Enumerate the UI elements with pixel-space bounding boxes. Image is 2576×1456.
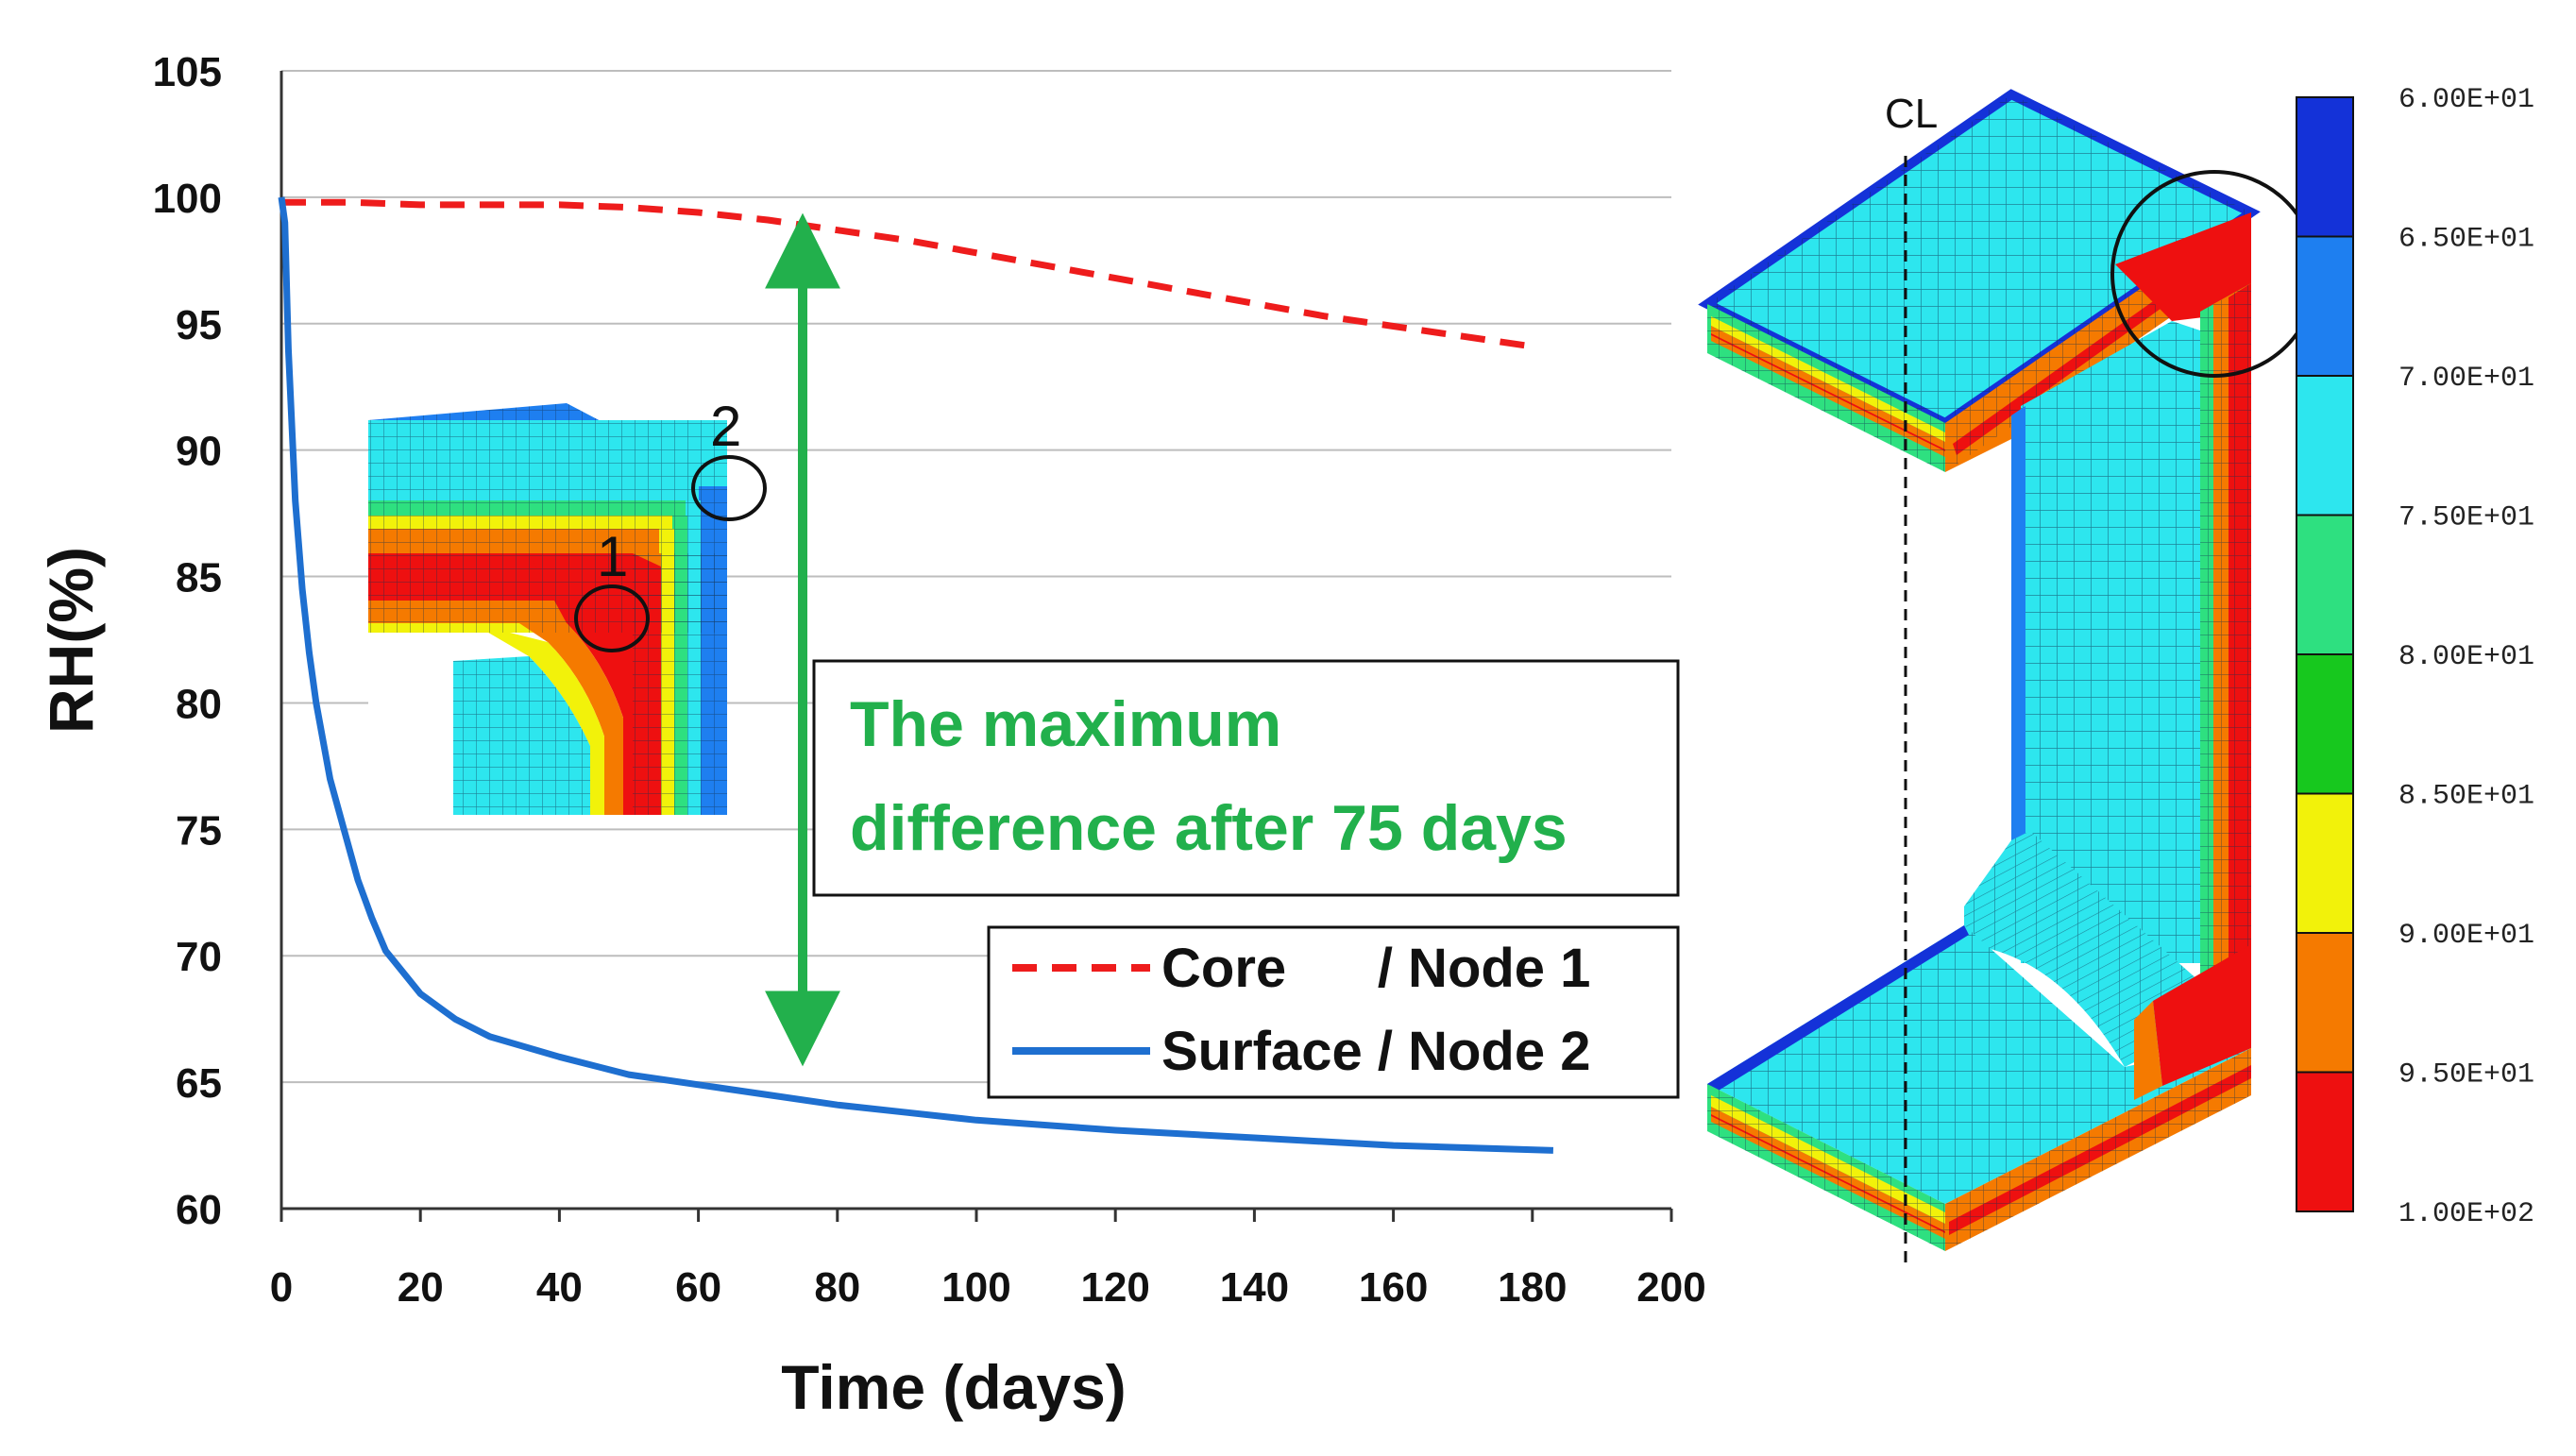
y-axis-label: RH(%) — [36, 547, 106, 734]
colorbar-label: 6.50E+01 — [2398, 224, 2534, 256]
colorbar-label: 6.00E+01 — [2398, 84, 2534, 116]
x-tick-label: 160 — [1359, 1264, 1428, 1311]
y-tick-label: 65 — [176, 1060, 222, 1107]
y-tick-label: 80 — [176, 681, 222, 727]
x-tick-label: 120 — [1080, 1264, 1149, 1311]
annotation-line-1: The maximum — [850, 688, 1281, 760]
x-tick-label: 20 — [398, 1264, 444, 1311]
colorbar-label: 8.50E+01 — [2398, 781, 2534, 813]
colorbar-swatch — [2296, 514, 2354, 655]
y-tick-labels: 60 65 70 75 80 85 90 95 100 105 — [153, 49, 222, 1233]
series-line-surface — [278, 196, 1554, 1154]
colorbar-swatch — [2296, 1071, 2354, 1212]
x-tick-label: 200 — [1636, 1264, 1705, 1311]
x-tick-labels: 0 20 40 60 80 100 120 140 160 180 200 — [270, 1209, 1706, 1311]
colorbar-swatch — [2296, 96, 2354, 238]
colorbar-label: 9.00E+01 — [2398, 920, 2534, 952]
x-tick-label: 80 — [814, 1264, 860, 1311]
colorbar: 6.00E+01 6.50E+01 7.00E+01 7.50E+01 8.00E+01… — [2296, 84, 2534, 1230]
3d-channel-model: CL — [1698, 89, 2318, 1267]
y-tick-label: 95 — [176, 302, 222, 348]
colorbar-label: 1.00E+02 — [2398, 1198, 2534, 1230]
x-tick-label: 60 — [675, 1264, 721, 1311]
node-1-circle — [574, 584, 650, 652]
legend-label-core: Core / Node 1 — [1161, 938, 1590, 999]
node-1-label: 1 — [597, 525, 628, 588]
colorbar-label: 7.00E+01 — [2398, 363, 2534, 395]
y-tick-label: 70 — [176, 934, 222, 980]
colorbar-swatch — [2296, 375, 2354, 516]
colorbar-swatch — [2296, 932, 2354, 1074]
colorbar-label: 7.50E+01 — [2398, 502, 2534, 534]
annotation-box: The maximum difference after 75 days — [812, 659, 1680, 897]
colorbar-swatch — [2296, 235, 2354, 377]
colorbar-swatch — [2296, 792, 2354, 934]
legend-label-surface: Surface / Node 2 — [1161, 1021, 1590, 1082]
annotation-line-2: difference after 75 days — [850, 792, 1568, 864]
y-tick-label: 105 — [153, 49, 222, 95]
y-tick-label: 85 — [176, 555, 222, 601]
y-tick-label: 75 — [176, 807, 222, 854]
data-series — [278, 196, 1554, 1154]
x-tick-label: 180 — [1498, 1264, 1567, 1311]
x-tick-label: 0 — [270, 1264, 293, 1311]
y-tick-label: 100 — [153, 176, 222, 222]
x-tick-label: 40 — [536, 1264, 583, 1311]
node-2-circle — [691, 455, 767, 521]
colorbar-label: 8.00E+01 — [2398, 641, 2534, 673]
colorbar-swatch — [2296, 653, 2354, 795]
inset-corner-detail: 1 2 — [368, 395, 767, 821]
y-tick-label: 60 — [176, 1187, 222, 1233]
series-line-core — [281, 198, 1534, 350]
legend: Core / Node 1 Surface / Node 2 — [987, 925, 1680, 1099]
colorbar-label: 9.50E+01 — [2398, 1059, 2534, 1092]
centerline-label: CL — [1885, 91, 1938, 137]
y-tick-label: 90 — [176, 429, 222, 475]
node-2-label: 2 — [710, 395, 741, 458]
x-tick-label: 100 — [941, 1264, 1010, 1311]
x-axis-label: Time (days) — [781, 1352, 1127, 1422]
x-tick-label: 140 — [1220, 1264, 1289, 1311]
